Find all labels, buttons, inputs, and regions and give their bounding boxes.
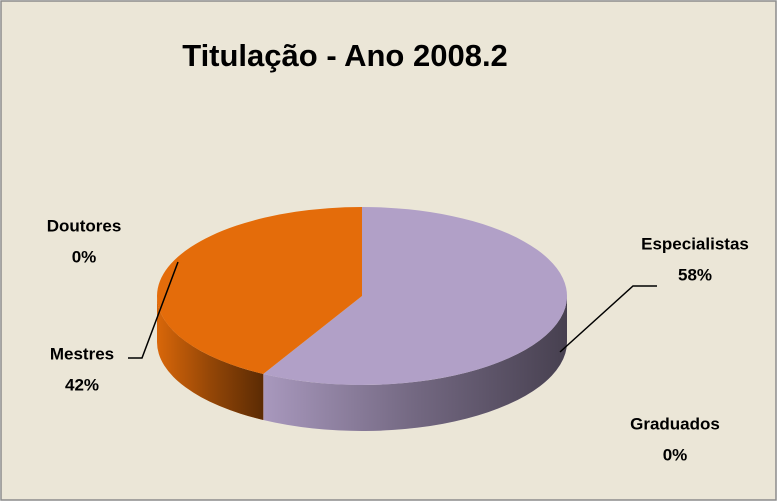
value-label: 42% [65,375,99,394]
slice-side-shade [157,296,264,420]
category-label: Doutores [47,216,122,235]
slice [157,207,362,374]
category-label: Graduados [630,414,720,433]
pie [157,207,568,431]
chart-title: Titulação - Ano 2008.2 [182,38,508,73]
category-label: Mestres [50,344,114,363]
leader-line [559,285,657,353]
slice-side-shade [263,296,567,431]
category-label: Especialistas [641,234,749,253]
leader-line [128,261,179,359]
value-label: 0% [72,247,97,266]
slice [263,207,568,385]
value-label: 0% [663,445,688,464]
value-label: 58% [678,265,712,284]
